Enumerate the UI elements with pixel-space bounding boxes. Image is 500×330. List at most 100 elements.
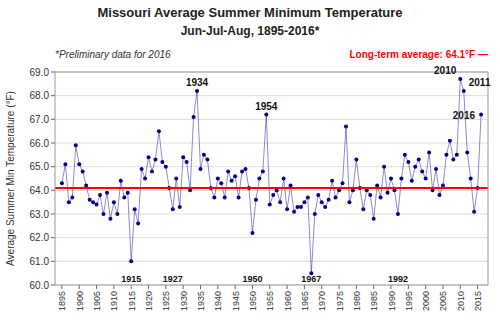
grid-line [55, 166, 488, 167]
annotation: 2010 [434, 65, 457, 76]
data-point [313, 212, 317, 216]
data-point [198, 167, 202, 171]
x-tick [217, 285, 218, 289]
data-point [406, 160, 410, 164]
data-point [181, 155, 185, 159]
plot-frame [55, 72, 488, 285]
data-point [302, 200, 306, 204]
x-tick [183, 285, 184, 289]
data-point [254, 198, 258, 202]
x-tick-label: 1945 [231, 291, 241, 311]
y-axis-label: Average Summer Min Temperature (°F) [5, 91, 16, 266]
low-annotation: 1967 [301, 274, 321, 284]
x-tick-label: 1915 [127, 291, 137, 311]
data-point [119, 179, 123, 183]
data-point [178, 205, 182, 209]
data-point [122, 195, 126, 199]
low-annotation: 1915 [121, 274, 141, 284]
data-point [316, 193, 320, 197]
x-tick-label: 1920 [144, 291, 154, 311]
data-point [268, 203, 272, 207]
y-tick [51, 261, 55, 262]
data-point [219, 181, 223, 185]
data-point [153, 158, 157, 162]
annotation: 1934 [186, 77, 209, 88]
data-point [74, 143, 78, 147]
x-tick-label: 1895 [57, 291, 67, 311]
data-point [448, 139, 452, 143]
data-point [108, 217, 112, 221]
data-point [285, 207, 289, 211]
low-annotation: 1992 [388, 274, 408, 284]
y-tick-label: 60.0 [30, 280, 50, 291]
y-tick [51, 143, 55, 144]
x-tick-label: 1930 [179, 291, 189, 311]
x-tick [391, 285, 392, 289]
y-tick [51, 190, 55, 191]
average-label: Long-term average: 64.1°F — [350, 49, 488, 60]
data-point [458, 77, 462, 81]
x-tick-label: 1970 [317, 291, 327, 311]
data-point [261, 169, 265, 173]
data-point [434, 167, 438, 171]
data-point [70, 195, 74, 199]
data-point [115, 212, 119, 216]
data-point [77, 162, 81, 166]
x-tick-label: 1990 [387, 291, 397, 311]
y-tick [51, 237, 55, 238]
y-tick-label: 65.0 [30, 161, 50, 172]
data-point [202, 153, 206, 157]
data-point [465, 150, 469, 154]
data-point [216, 177, 220, 181]
data-point [140, 167, 144, 171]
data-point [171, 207, 175, 211]
data-point [212, 195, 216, 199]
data-point [403, 153, 407, 157]
data-point [150, 169, 154, 173]
y-tick-label: 67.0 [30, 114, 50, 125]
y-tick-label: 62.0 [30, 232, 50, 243]
y-tick-label: 66.0 [30, 138, 50, 149]
average-line [55, 187, 488, 189]
y-tick [51, 166, 55, 167]
x-tick [321, 285, 322, 289]
data-point [98, 193, 102, 197]
y-tick [51, 95, 55, 96]
data-point [88, 198, 92, 202]
data-point [60, 181, 64, 185]
x-tick [339, 285, 340, 289]
data-point [126, 191, 130, 195]
x-tick [304, 285, 305, 289]
data-point [185, 160, 189, 164]
data-point [330, 179, 334, 183]
data-point [271, 193, 275, 197]
data-point [136, 221, 140, 225]
x-tick [96, 285, 97, 289]
data-point [160, 160, 164, 164]
data-point [233, 174, 237, 178]
x-tick-label: 2010 [456, 291, 466, 311]
grid-line [55, 237, 488, 238]
data-point [427, 150, 431, 154]
y-tick [51, 285, 55, 286]
data-point [112, 200, 116, 204]
x-tick [131, 285, 132, 289]
x-tick-label: 1955 [265, 291, 275, 311]
data-point [157, 129, 161, 133]
data-point [63, 162, 67, 166]
data-point [368, 193, 372, 197]
data-point [230, 179, 234, 183]
chart: Missouri Average Summer Minimum Temperat… [0, 0, 500, 330]
data-point [323, 205, 327, 209]
y-tick [51, 119, 55, 120]
low-annotation: 1927 [163, 274, 183, 284]
data-point [327, 198, 331, 202]
y-tick-label: 63.0 [30, 209, 50, 220]
x-tick-label: 1910 [109, 291, 119, 311]
data-point [257, 177, 261, 181]
data-point [472, 210, 476, 214]
data-point [105, 191, 109, 195]
data-point [174, 177, 178, 181]
x-tick [373, 285, 374, 289]
x-tick [61, 285, 62, 289]
